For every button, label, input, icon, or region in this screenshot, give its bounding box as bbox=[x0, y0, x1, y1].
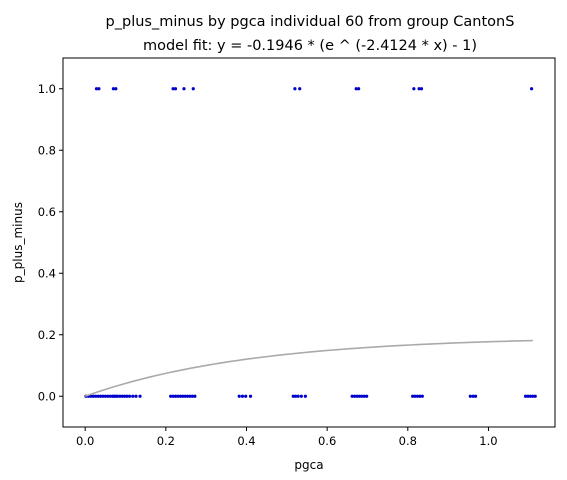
data-point bbox=[244, 394, 248, 398]
data-point bbox=[303, 394, 307, 398]
data-point bbox=[191, 87, 195, 91]
plot-area bbox=[84, 87, 537, 398]
data-point bbox=[108, 394, 112, 398]
chart-title: p_plus_minus by pgca individual 60 from … bbox=[106, 14, 515, 30]
data-point bbox=[360, 394, 364, 398]
x-tick-label: 0.2 bbox=[157, 434, 175, 448]
data-point bbox=[127, 394, 132, 398]
data-point bbox=[530, 87, 534, 91]
data-point bbox=[173, 87, 178, 91]
data-point bbox=[355, 394, 359, 398]
data-point bbox=[111, 87, 116, 91]
data-point bbox=[468, 394, 472, 398]
data-point bbox=[106, 394, 110, 398]
y-tick-label: 0.6 bbox=[38, 205, 56, 219]
data-point bbox=[248, 394, 253, 398]
data-point bbox=[420, 394, 424, 398]
data-point bbox=[412, 87, 416, 91]
y-tick-label: 0.4 bbox=[38, 266, 56, 280]
data-point bbox=[357, 394, 362, 398]
model-fit-line bbox=[84, 339, 533, 398]
data-point bbox=[354, 87, 358, 91]
data-point bbox=[526, 394, 530, 398]
data-point bbox=[138, 394, 142, 398]
y-tick-label: 0.0 bbox=[38, 389, 56, 403]
data-point bbox=[299, 394, 303, 398]
data-point bbox=[91, 394, 95, 398]
data-point bbox=[181, 394, 185, 398]
data-point bbox=[188, 394, 192, 398]
data-point bbox=[190, 394, 195, 398]
data-point bbox=[183, 394, 187, 398]
data-point bbox=[413, 394, 417, 398]
chart-subtitle: model fit: y = -0.1946 * (e ^ (-2.4124 *… bbox=[143, 38, 477, 54]
data-point bbox=[169, 394, 173, 398]
data-point bbox=[291, 394, 295, 398]
data-point bbox=[94, 87, 99, 91]
data-point bbox=[114, 87, 118, 91]
y-axis-label: p_plus_minus bbox=[11, 202, 25, 283]
data-point bbox=[362, 394, 366, 398]
data-point bbox=[173, 394, 178, 398]
data-point bbox=[533, 394, 537, 398]
data-point bbox=[523, 394, 528, 398]
y-tick-label: 1.0 bbox=[38, 82, 56, 96]
data-point bbox=[237, 394, 241, 398]
data-point bbox=[131, 394, 135, 398]
data-point bbox=[531, 394, 535, 398]
data-point bbox=[471, 394, 475, 398]
data-point bbox=[296, 394, 300, 398]
data-point bbox=[186, 394, 190, 398]
data-point bbox=[171, 394, 175, 398]
data-point bbox=[115, 394, 120, 398]
data-point bbox=[118, 394, 122, 398]
data-point bbox=[97, 87, 101, 91]
data-point bbox=[417, 87, 421, 91]
data-point bbox=[357, 87, 361, 91]
x-tick-label: 0.8 bbox=[399, 434, 417, 448]
data-point bbox=[120, 394, 124, 398]
data-point bbox=[473, 394, 478, 398]
data-point bbox=[415, 394, 420, 398]
data-point bbox=[352, 394, 357, 398]
data-point bbox=[98, 394, 103, 398]
data-point bbox=[350, 394, 354, 398]
data-point bbox=[178, 394, 182, 398]
data-point bbox=[240, 394, 245, 398]
x-tick-label: 0.0 bbox=[76, 434, 94, 448]
data-point bbox=[419, 87, 424, 91]
data-point bbox=[125, 394, 129, 398]
data-point bbox=[89, 394, 93, 398]
data-point bbox=[182, 87, 186, 91]
data-point bbox=[411, 394, 415, 398]
data-point bbox=[365, 394, 369, 398]
data-point bbox=[123, 394, 127, 398]
data-point bbox=[171, 87, 175, 91]
x-axis-label: pgca bbox=[294, 458, 323, 472]
data-point bbox=[418, 394, 422, 398]
data-point bbox=[298, 87, 302, 91]
y-tick-label: 0.8 bbox=[38, 143, 56, 157]
data-point bbox=[176, 394, 180, 398]
x-tick-label: 0.4 bbox=[237, 434, 255, 448]
plot-frame bbox=[62, 57, 556, 428]
data-point bbox=[193, 394, 197, 398]
data-point bbox=[94, 394, 98, 398]
y-tick-label: 0.2 bbox=[38, 328, 56, 342]
data-point bbox=[96, 394, 100, 398]
data-point bbox=[101, 394, 105, 398]
x-tick-label: 0.6 bbox=[318, 434, 336, 448]
data-point bbox=[528, 394, 533, 398]
data-point bbox=[294, 394, 298, 398]
axis-ticks: 0.0 0.2 0.4 0.6 0.8 1.0 0.0 0.2 0.4 0.6 0.8 1.0 bbox=[38, 82, 498, 448]
data-point bbox=[293, 87, 297, 91]
x-tick-label: 1.0 bbox=[479, 434, 497, 448]
data-point bbox=[134, 394, 138, 398]
data-point bbox=[103, 394, 107, 398]
